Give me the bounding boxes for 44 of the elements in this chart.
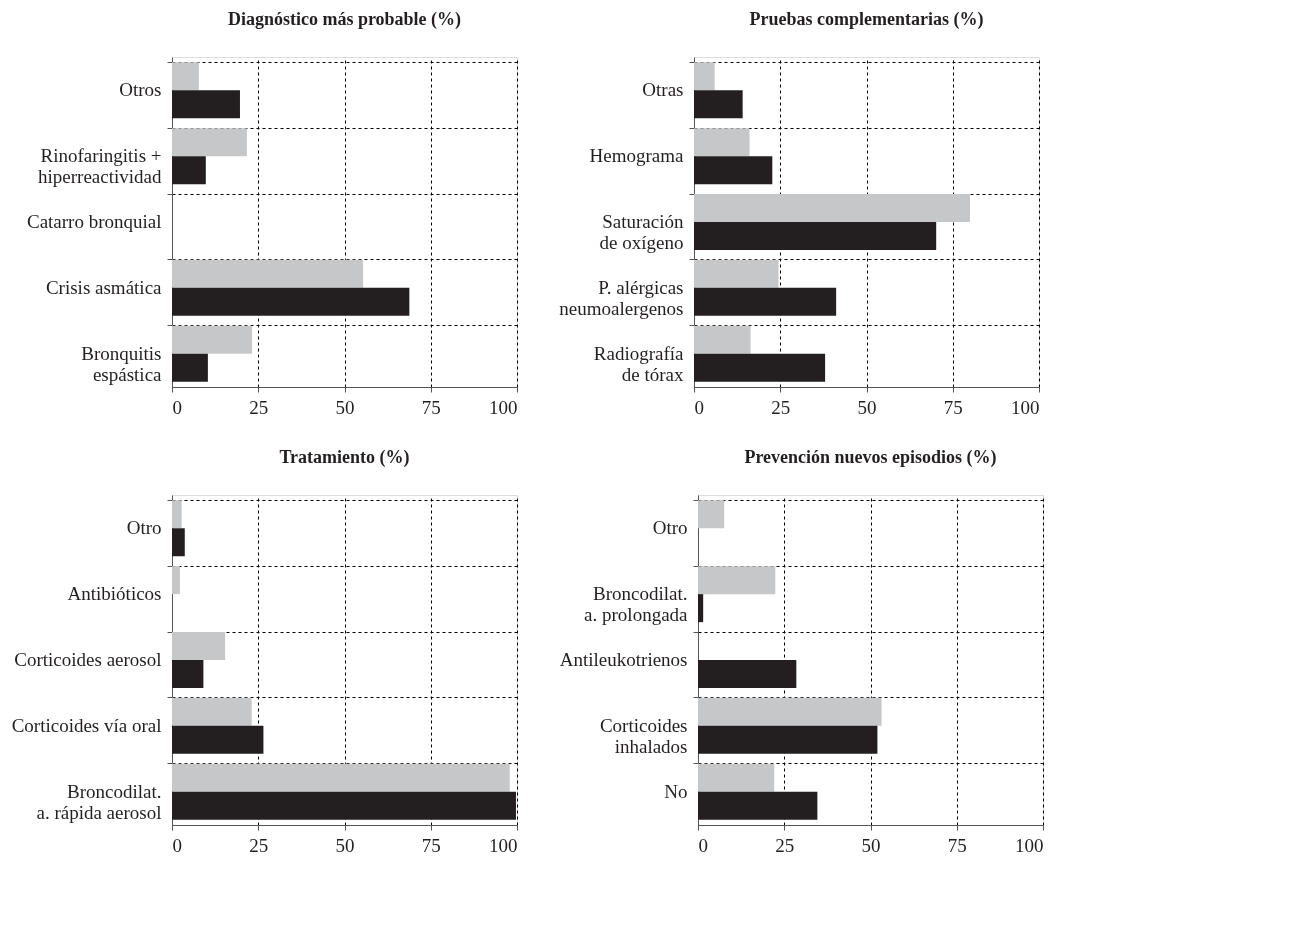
- x-tick-label: 75: [947, 834, 967, 856]
- x-tick-label: 50: [335, 834, 355, 856]
- x-tick-label: 100: [1015, 834, 1044, 856]
- x-tick-label: 25: [249, 396, 269, 418]
- x-tick-label: 50: [857, 396, 877, 418]
- y-tick-label: Corticoides inhalados: [599, 714, 688, 757]
- y-tick-label: Crisis asmática: [45, 276, 163, 298]
- y-tick-label: Otro: [126, 517, 162, 539]
- x-tick-label: 75: [943, 396, 963, 418]
- chart-title: Pruebas complementarias (%): [749, 9, 984, 30]
- x-tick-label: 0: [694, 396, 704, 418]
- y-tick-label: Broncodilat. a. prolongada: [584, 583, 689, 626]
- chart-title: Tratamiento (%): [279, 447, 410, 468]
- y-tick-label: Catarro bronquial: [26, 211, 162, 232]
- y-tick-label: Saturación de oxígeno: [599, 211, 684, 253]
- x-tick-label: 75: [421, 834, 441, 856]
- x-tick-label: 0: [172, 834, 182, 856]
- y-tick-label: Broncodilat. a. rápida aerosol: [36, 780, 162, 823]
- x-tick-label: 25: [771, 396, 791, 418]
- y-tick-label: Radiografía de tórax: [593, 342, 685, 385]
- x-tick-label: 100: [489, 396, 518, 418]
- y-tick-label: Bronquitis espástica: [81, 342, 163, 385]
- x-tick-label: 75: [421, 396, 441, 418]
- x-tick-label: 25: [249, 834, 269, 856]
- y-tick-label: No: [664, 780, 688, 802]
- y-tick-label: Corticoides aerosol: [14, 649, 162, 670]
- chart-title: Prevención nuevos episodios (%): [744, 447, 997, 468]
- x-tick-label: 25: [775, 834, 795, 856]
- y-tick-label: Otros: [119, 79, 162, 101]
- y-tick-label: Hemograma: [589, 145, 685, 167]
- y-tick-label: Rinofaringitis + hiperreactividad: [38, 145, 162, 188]
- x-tick-label: 0: [172, 396, 182, 418]
- y-tick-label: P. alérgicas neumoalergenos: [559, 276, 684, 319]
- y-tick-label: Otras: [642, 79, 684, 101]
- x-tick-label: 0: [698, 834, 708, 856]
- y-tick-label: Otro: [652, 517, 688, 539]
- y-tick-label: Corticoides vía oral: [11, 714, 162, 736]
- x-tick-label: 50: [861, 834, 881, 856]
- y-tick-label: Antileukotrienos: [559, 649, 688, 670]
- y-tick-label: Antibióticos: [67, 583, 162, 605]
- x-tick-label: 50: [335, 396, 355, 418]
- x-tick-label: 100: [489, 834, 518, 856]
- chart-title: Diagnóstico más probable (%): [227, 9, 462, 30]
- x-tick-label: 100: [1011, 396, 1040, 418]
